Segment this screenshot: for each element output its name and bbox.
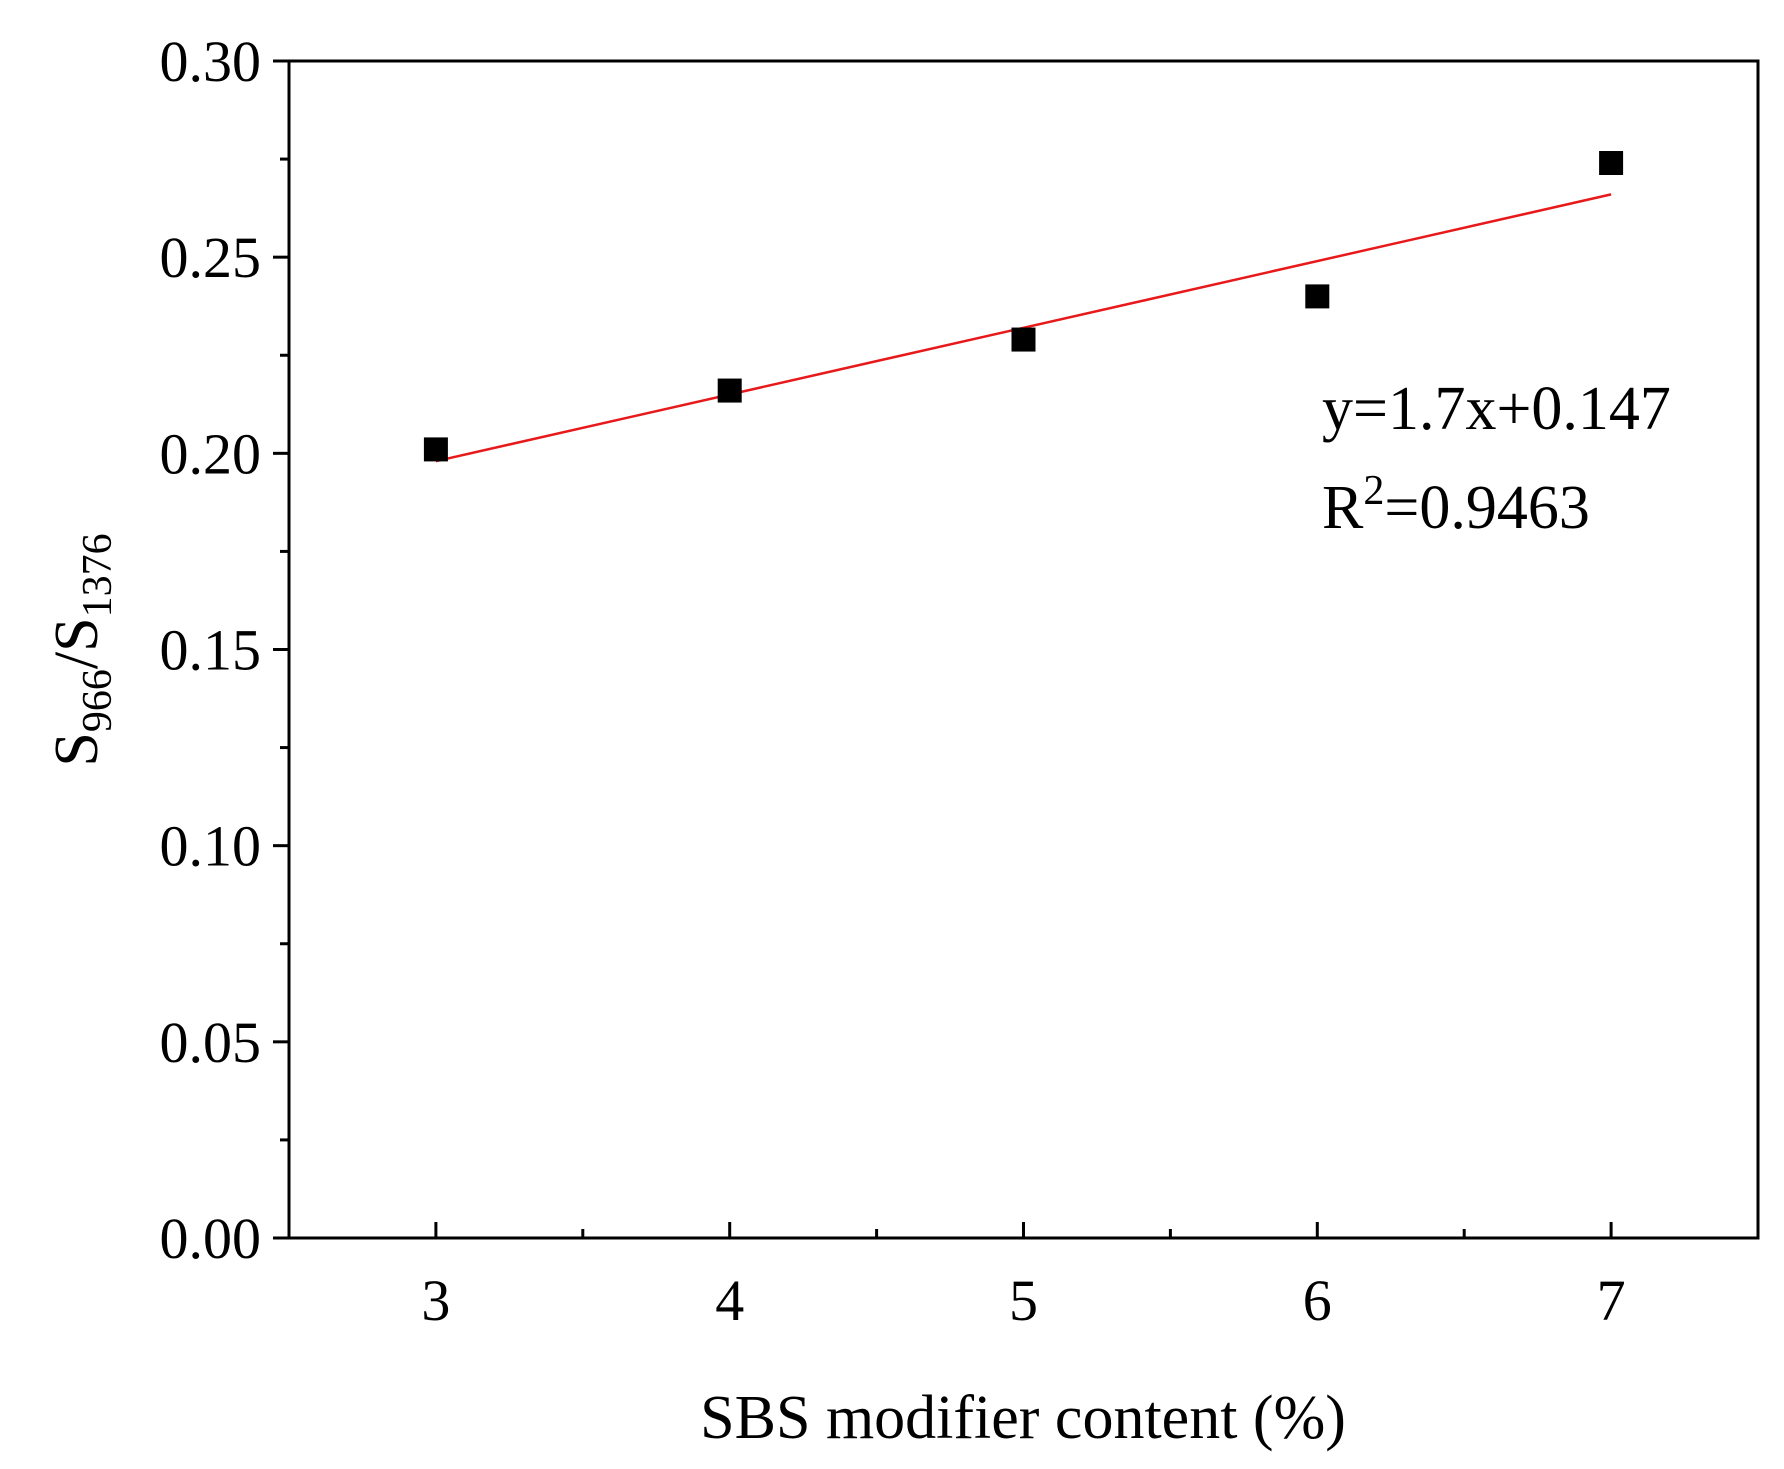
- fit-equation: y=1.7x+0.147: [1322, 375, 1671, 443]
- r-squared-sup: 2: [1363, 468, 1384, 514]
- x-tick-label: 6: [1303, 1268, 1332, 1333]
- y-tick-label: 0.00: [160, 1206, 262, 1271]
- x-tick-label: 7: [1597, 1268, 1626, 1333]
- data-point: [1011, 327, 1036, 352]
- x-axis-tick-labels: 3 4 5 6 7: [421, 1268, 1625, 1333]
- r-squared-value: =0.9463: [1384, 474, 1589, 542]
- y-tick-label: 0.30: [160, 29, 262, 94]
- y-axis-title-sub1: 966: [75, 669, 121, 732]
- data-point: [423, 437, 448, 462]
- r-squared-prefix: R: [1322, 474, 1364, 542]
- data-point: [1599, 151, 1624, 176]
- r-squared: R2=0.9463: [1322, 468, 1590, 542]
- y-tick-label: 0.10: [160, 814, 262, 879]
- y-axis-title-base2: S: [43, 617, 111, 651]
- data-point: [1305, 284, 1330, 309]
- x-tick-label: 3: [421, 1268, 450, 1333]
- y-axis-tick-labels: 0.00 0.05 0.10 0.15 0.20 0.25 0.30: [160, 29, 262, 1271]
- y-tick-label: 0.15: [160, 618, 262, 683]
- y-tick-label: 0.05: [160, 1010, 262, 1075]
- plot-frame: [287, 59, 1760, 1240]
- x-axis-title: SBS modifier content (%): [700, 1384, 1346, 1452]
- y-axis-ticks: [273, 59, 289, 1240]
- x-tick-label: 5: [1009, 1268, 1038, 1333]
- y-axis-title-sub2: 1376: [75, 533, 121, 617]
- x-tick-label: 4: [715, 1268, 744, 1333]
- x-axis-ticks: [434, 1222, 1613, 1238]
- y-tick-label: 0.25: [160, 225, 262, 290]
- data-points: [423, 151, 1624, 462]
- y-axis-title-sep: /: [43, 651, 111, 669]
- data-point: [717, 378, 742, 403]
- y-axis-title: S966/S1376: [43, 533, 121, 766]
- y-axis-title-base: S: [43, 732, 111, 766]
- y-tick-label: 0.20: [160, 421, 262, 486]
